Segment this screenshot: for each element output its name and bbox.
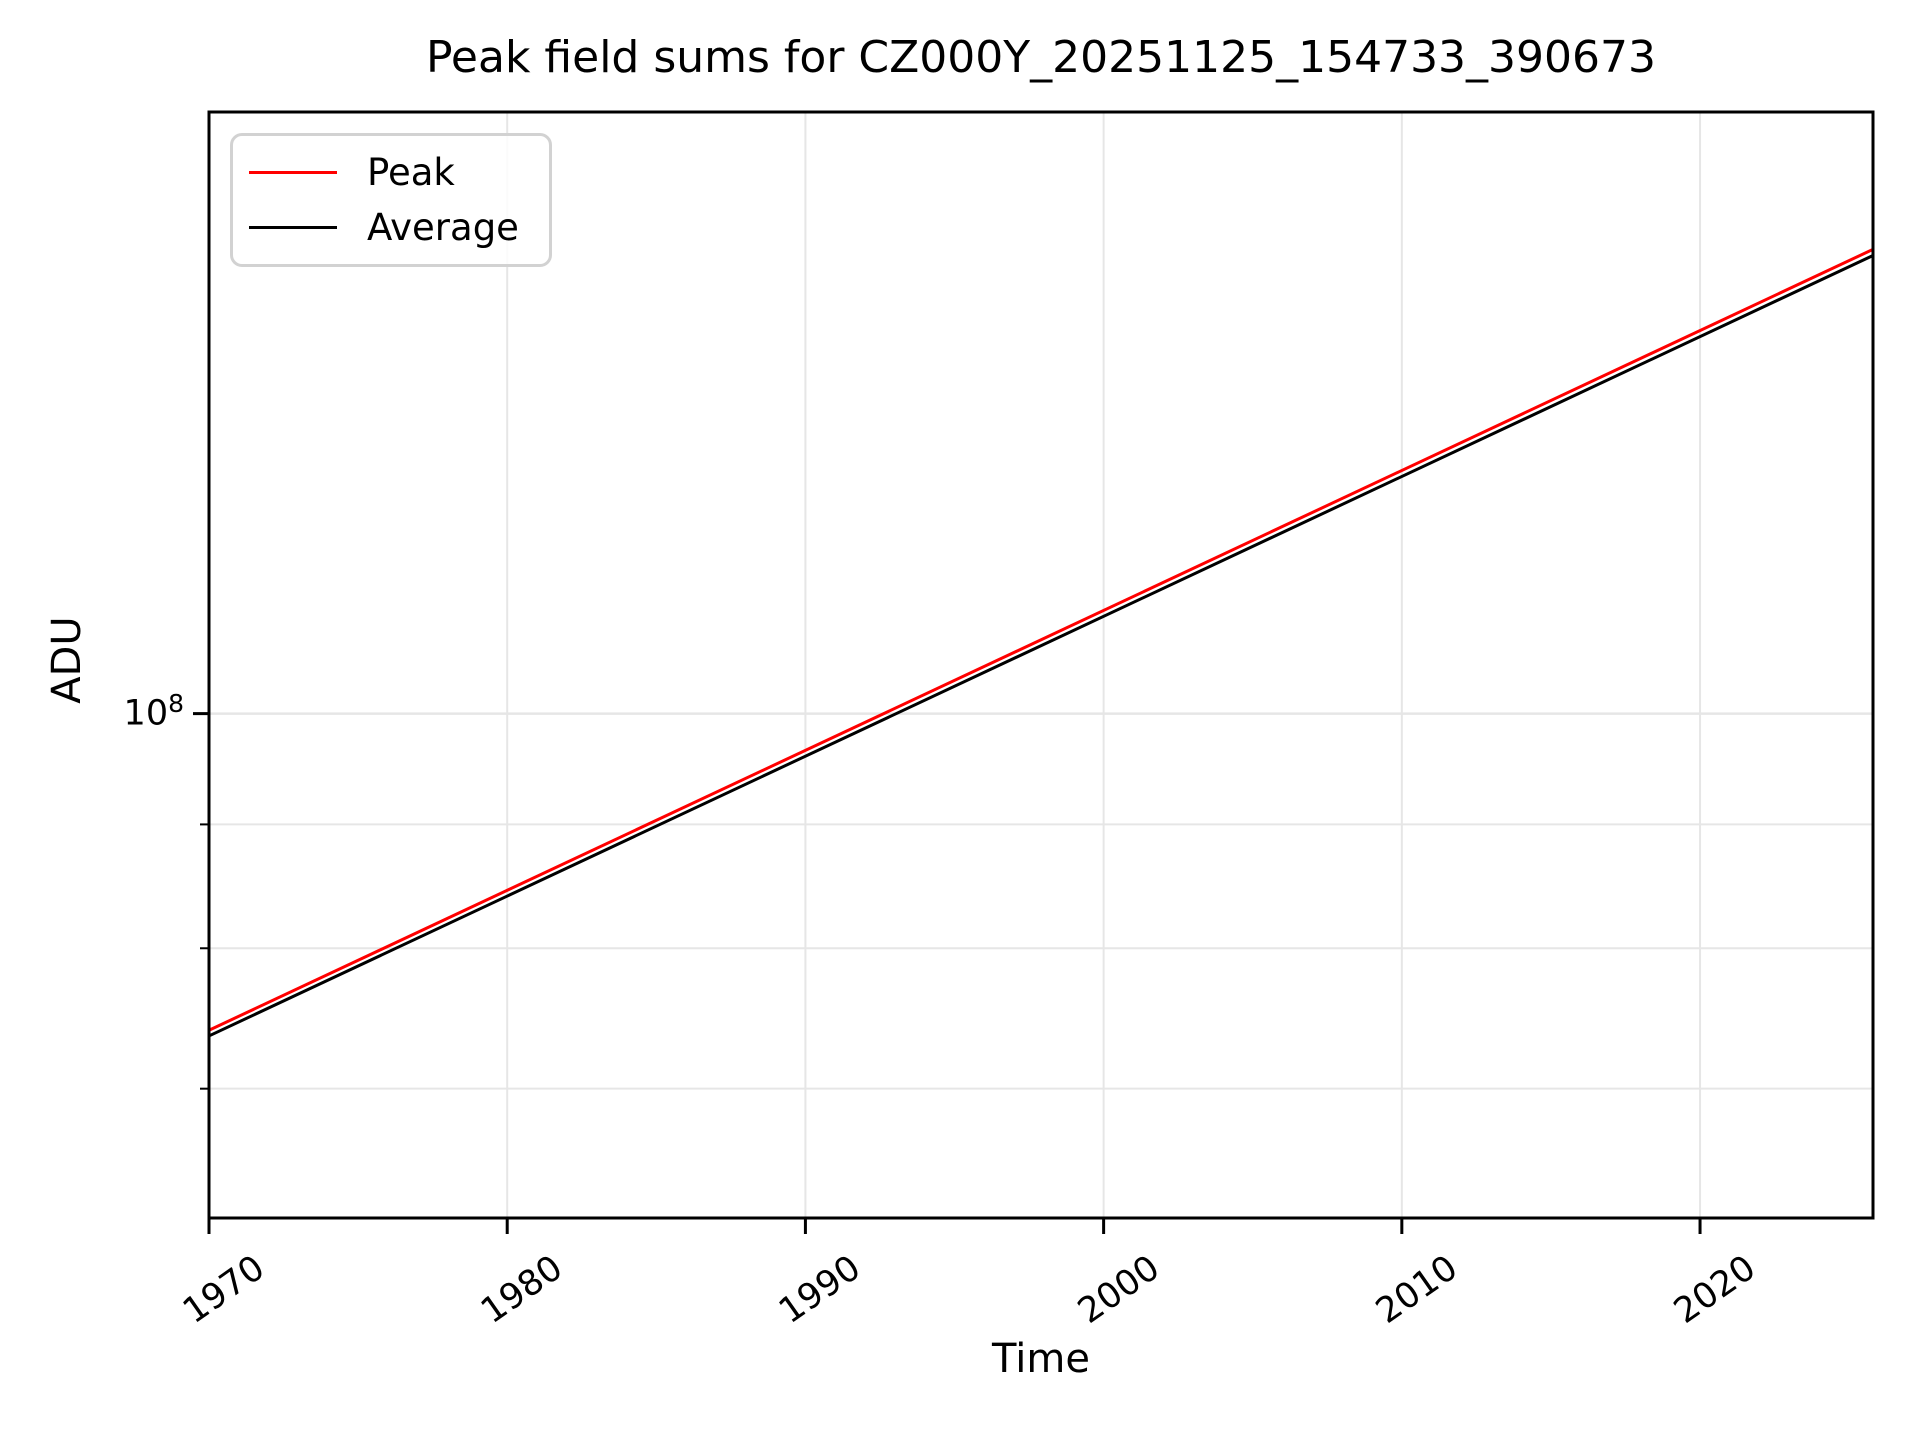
- average-line: [208, 254, 1874, 1038]
- legend-item-average: Average: [233, 209, 549, 246]
- chart-title: Peak field sums for CZ000Y_20251125_1547…: [425, 32, 1657, 83]
- legend-label-peak: Peak: [367, 151, 455, 194]
- y-tick-base: 10: [123, 693, 169, 734]
- average-line-swatch: [249, 226, 337, 229]
- y-axis-label: ADU: [44, 616, 90, 704]
- plot-frame: [207, 110, 1875, 1220]
- y-tick-label: 108: [124, 689, 184, 734]
- x-axis-label: Time: [992, 1336, 1090, 1382]
- peak-line: [208, 248, 1874, 1032]
- legend: Peak Average: [230, 133, 552, 267]
- legend-item-peak: Peak: [233, 154, 549, 191]
- legend-label-average: Average: [367, 206, 519, 249]
- y-tick-exponent: 8: [168, 688, 184, 718]
- peak-line-swatch: [249, 171, 337, 174]
